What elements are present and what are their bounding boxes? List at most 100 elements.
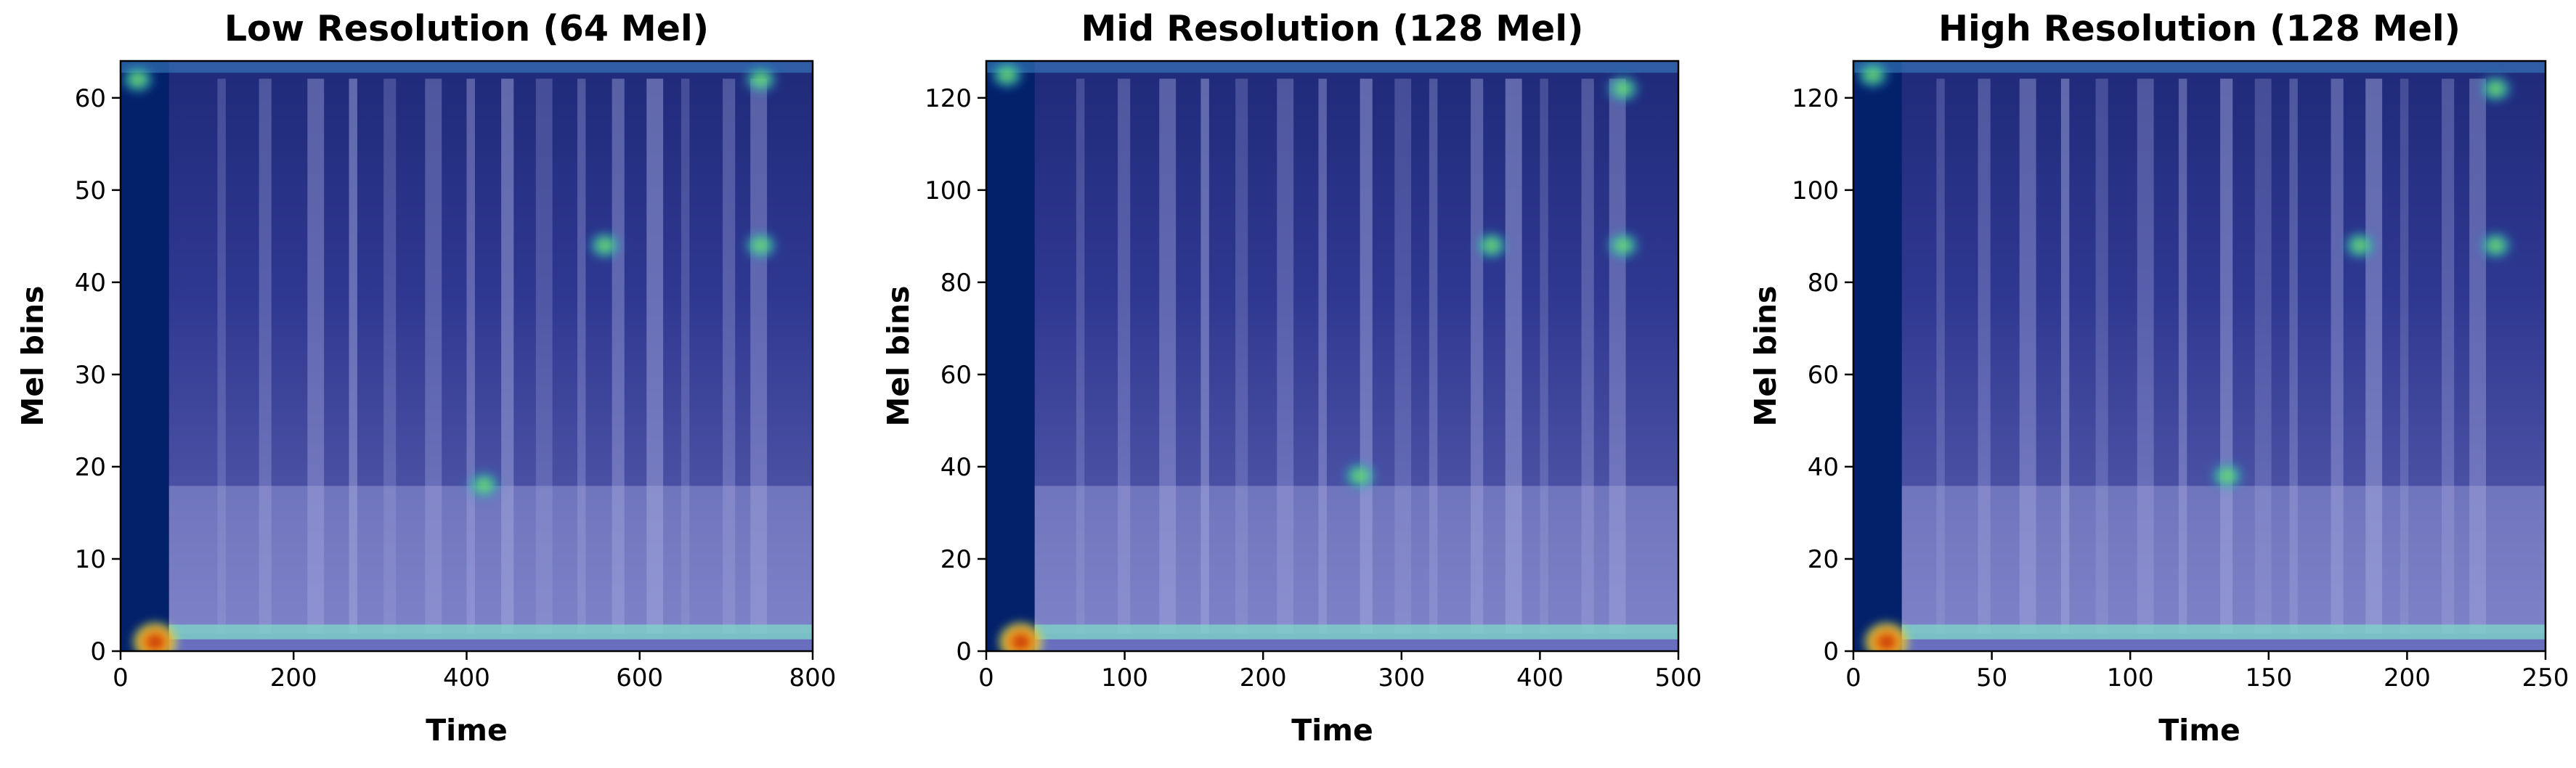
y-tick-label: 100 xyxy=(925,176,972,205)
harmonic-stripe xyxy=(1360,78,1373,634)
activation-hotspot-high xyxy=(130,620,180,651)
harmonic-stripe xyxy=(466,78,475,634)
harmonic-stripe xyxy=(2469,78,2487,634)
harmonic-stripe xyxy=(2060,78,2070,634)
harmonic-stripe xyxy=(1429,78,1438,634)
activation-hotspot-medium xyxy=(988,61,1026,91)
y-axis-label: Mel bins xyxy=(1748,286,1783,427)
chart-title: High Resolution (128 Mel) xyxy=(1938,8,2461,49)
activation-hotspot-medium xyxy=(1604,229,1642,262)
silence-region xyxy=(121,61,169,651)
activation-hotspot-medium xyxy=(586,229,625,262)
chart-title: Mid Resolution (128 Mel) xyxy=(1081,8,1584,49)
y-tick-label: 40 xyxy=(940,453,972,482)
x-tick-label: 0 xyxy=(1845,663,1861,693)
silence-region xyxy=(1853,61,1902,651)
low-band xyxy=(1901,486,2545,634)
harmonic-stripe xyxy=(1277,78,1294,634)
y-tick-label: 60 xyxy=(940,361,972,390)
subplot-2: 0 100 200 300 400 500 0 20 40 60 80 100 120 Mid Resol… xyxy=(881,8,1702,748)
y-tick-label: 80 xyxy=(940,269,972,298)
activation-hotspot-medium xyxy=(1853,61,1892,91)
y-tick-label: 40 xyxy=(1808,453,1839,482)
harmonic-stripe xyxy=(1118,78,1131,634)
y-tick-label: 50 xyxy=(75,176,106,205)
harmonic-stripe xyxy=(383,78,397,634)
x-tick-label: 0 xyxy=(978,663,994,693)
harmonic-stripe xyxy=(259,78,272,634)
harmonic-stripe xyxy=(349,78,357,634)
harmonic-stripe xyxy=(217,78,226,634)
harmonic-stripe xyxy=(2095,78,2108,634)
top-band xyxy=(121,61,813,73)
harmonic-stripe xyxy=(750,78,768,634)
harmonic-stripe xyxy=(577,78,586,634)
x-tick-label: 500 xyxy=(1655,663,1702,693)
y-tick-label: 20 xyxy=(1808,545,1839,574)
x-axis-label: Time xyxy=(426,713,508,748)
y-tick-label: 0 xyxy=(90,637,106,666)
harmonic-stripe xyxy=(1978,78,1991,634)
y-tick-label: 60 xyxy=(1808,361,1839,390)
harmonic-stripe xyxy=(2289,78,2298,634)
y-axis-label: Mel bins xyxy=(881,286,916,427)
harmonic-stripe xyxy=(2137,78,2154,634)
activation-hotspot-medium xyxy=(465,469,503,502)
harmonic-stripe xyxy=(1936,78,1945,634)
harmonic-stripe xyxy=(2365,78,2383,634)
x-tick-label: 800 xyxy=(789,663,837,693)
y-tick-label: 80 xyxy=(1808,269,1839,298)
base-band xyxy=(1034,624,1678,640)
harmonic-stripe xyxy=(1394,78,1412,634)
activation-hotspot-medium xyxy=(2477,73,2515,105)
y-tick-label: 0 xyxy=(1823,637,1839,666)
heatmap-image xyxy=(1853,61,2545,651)
plot-frame xyxy=(1852,60,2547,653)
x-tick-label: 250 xyxy=(2522,663,2569,693)
harmonic-stripe xyxy=(1076,78,1085,634)
harmonic-stripe xyxy=(535,78,553,634)
low-band xyxy=(1034,486,1678,634)
top-band xyxy=(986,61,1678,73)
harmonic-stripe xyxy=(723,78,736,634)
harmonic-stripe xyxy=(2254,78,2272,634)
top-band xyxy=(1853,61,2545,73)
y-tick-label: 10 xyxy=(75,545,106,574)
y-tick-label: 100 xyxy=(1792,176,1839,205)
x-tick-label: 400 xyxy=(1516,663,1564,693)
activation-hotspot-high xyxy=(996,620,1046,651)
harmonic-stripe xyxy=(2400,78,2409,634)
x-tick-label: 200 xyxy=(1240,663,1287,693)
harmonic-stripe xyxy=(307,78,325,634)
x-tick-label: 100 xyxy=(2107,663,2154,693)
harmonic-stripe xyxy=(1609,78,1626,634)
heatmap-image xyxy=(121,61,813,651)
y-tick-label: 20 xyxy=(940,545,972,574)
base-band xyxy=(168,624,813,640)
heatmap-image xyxy=(986,61,1678,651)
harmonic-stripe xyxy=(1540,78,1548,634)
x-tick-label: 100 xyxy=(1101,663,1148,693)
base-band xyxy=(1901,624,2545,640)
activation-hotspot-medium xyxy=(741,229,780,262)
y-tick-label: 60 xyxy=(75,84,106,113)
harmonic-stripe xyxy=(1318,78,1327,634)
harmonic-stripe xyxy=(2331,78,2344,634)
y-axis-label: Mel bins xyxy=(15,286,50,427)
harmonic-stripe xyxy=(680,78,690,634)
harmonic-stripe xyxy=(1200,78,1209,634)
y-tick-label: 30 xyxy=(75,361,106,390)
activation-hotspot-medium xyxy=(1604,73,1642,105)
harmonic-stripe xyxy=(1471,78,1484,634)
harmonic-stripe xyxy=(2178,78,2187,634)
activation-hotspot-medium xyxy=(1341,459,1379,492)
activation-hotspot-medium xyxy=(741,63,780,96)
plot-frame xyxy=(985,60,1680,653)
harmonic-stripe xyxy=(612,78,625,634)
y-tick-label: 120 xyxy=(925,84,972,113)
activation-hotspot-medium xyxy=(2341,229,2379,262)
y-tick-label: 40 xyxy=(75,269,106,298)
activation-hotspot-medium xyxy=(121,63,157,96)
subplot-3: 0 50 100 150 200 250 0 20 40 60 80 100 120 High Resol… xyxy=(1748,8,2569,748)
activation-hotspot-high xyxy=(1861,620,1911,651)
